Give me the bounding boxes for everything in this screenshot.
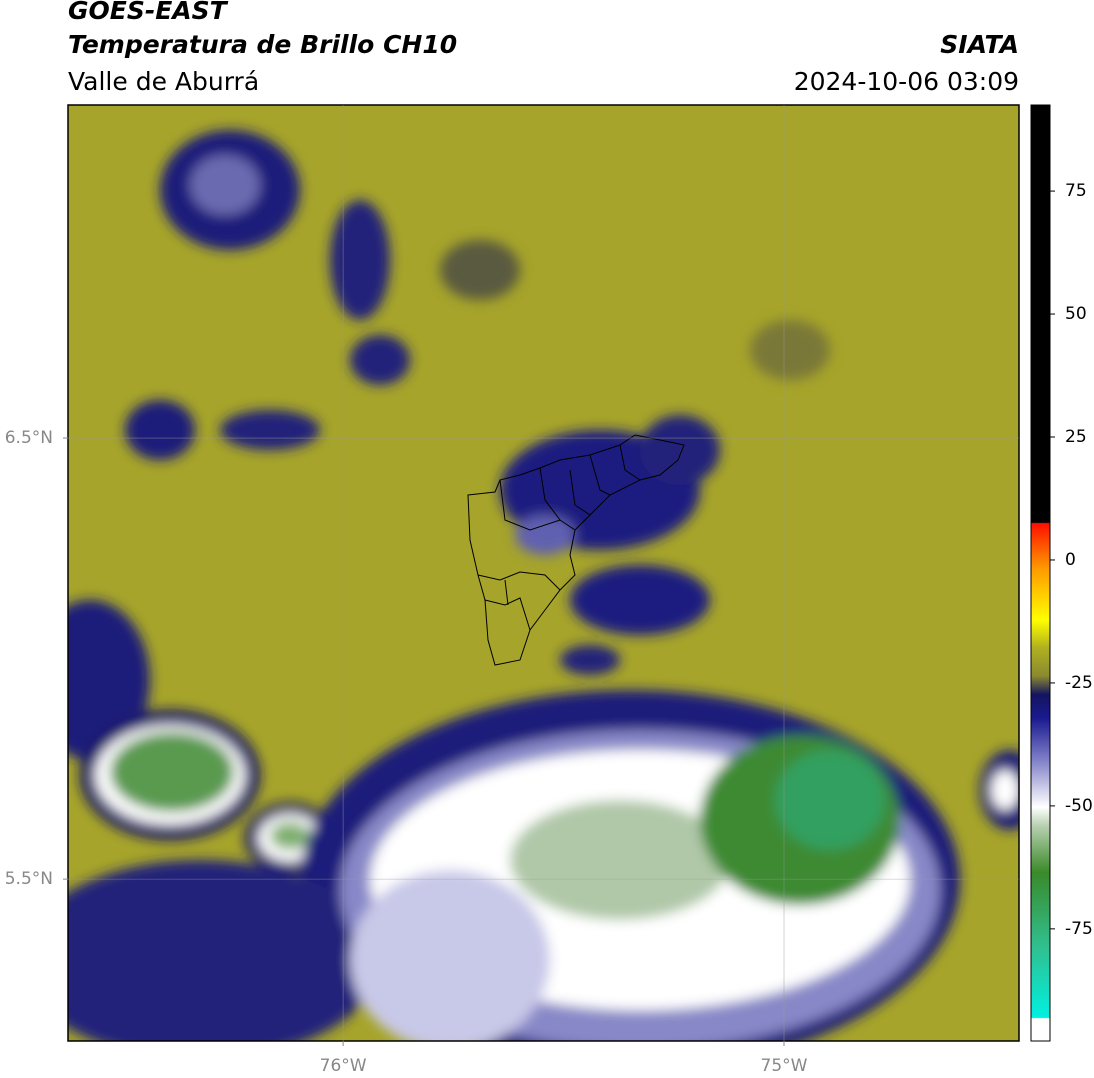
colorbar-tick-label: 75 <box>1065 181 1087 201</box>
region: Valle de Aburrá <box>68 67 259 96</box>
y-tick-label: 5.5°N <box>5 869 53 889</box>
source: SIATA <box>940 30 1019 59</box>
x-tick-label: 76°W <box>320 1056 367 1076</box>
x-tick-label: 75°W <box>761 1056 808 1076</box>
datetime: 2024-10-06 03:09 <box>794 67 1019 96</box>
y-tick-label: 6.5°N <box>5 428 53 448</box>
colorbar-tick-label: -75 <box>1065 919 1093 939</box>
subtitle: Temperatura de Brillo CH10 <box>68 30 457 59</box>
title: GOES-EAST <box>68 0 229 25</box>
temperature-field <box>68 105 1019 1041</box>
map-frame <box>67 104 1020 1042</box>
colorbar-tick-label: 50 <box>1065 304 1087 324</box>
colorbar-tick-label: 0 <box>1065 550 1076 570</box>
colorbar-tick-label: -50 <box>1065 796 1093 816</box>
municipal-boundaries <box>467 434 685 666</box>
colorbar-tick-label: 25 <box>1065 427 1087 447</box>
colorbar <box>1030 104 1051 1042</box>
colorbar-tick-label: -25 <box>1065 673 1093 693</box>
